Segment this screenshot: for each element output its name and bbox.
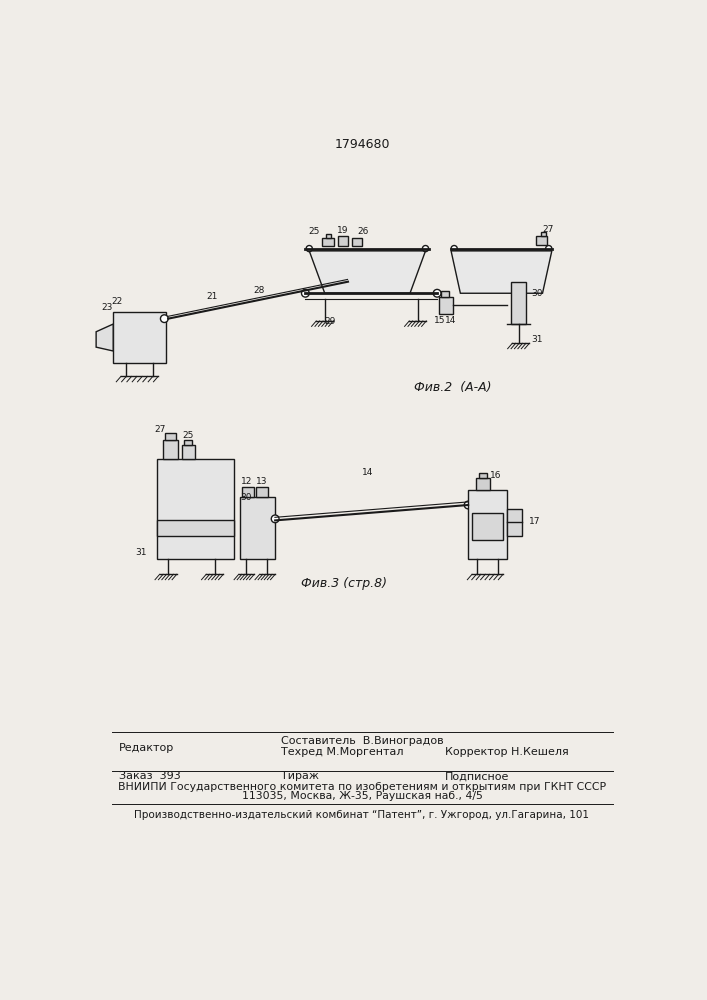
Bar <box>113 312 166 363</box>
Bar <box>240 497 275 559</box>
Text: Тираж: Тираж <box>281 771 319 781</box>
Bar <box>468 490 507 559</box>
Text: 27: 27 <box>155 425 166 434</box>
Text: 113035, Москва, Ж-35, Раушская наб., 4/5: 113035, Москва, Ж-35, Раушская наб., 4/5 <box>242 791 482 801</box>
Text: 25: 25 <box>182 431 194 440</box>
Circle shape <box>546 246 552 252</box>
Bar <box>537 236 547 245</box>
Text: Корректор Н.Кешеля: Корректор Н.Кешеля <box>445 747 568 757</box>
Bar <box>352 238 362 246</box>
Text: Фив.3 (стр.8): Фив.3 (стр.8) <box>301 577 387 590</box>
Circle shape <box>451 246 457 252</box>
Bar <box>476 478 490 490</box>
Text: 14: 14 <box>445 316 457 325</box>
Bar <box>163 440 178 459</box>
Bar <box>472 513 503 540</box>
Bar <box>185 440 192 445</box>
Text: 27: 27 <box>542 225 554 234</box>
Bar <box>479 473 486 478</box>
Bar <box>541 232 546 236</box>
Text: 25: 25 <box>308 227 320 236</box>
Text: Фив.2  (А-А): Фив.2 (А-А) <box>414 381 491 394</box>
Text: 15: 15 <box>433 316 445 325</box>
Circle shape <box>433 289 441 297</box>
Bar <box>156 520 234 536</box>
Text: 13: 13 <box>256 477 268 486</box>
Bar <box>510 282 526 324</box>
Text: Техред М.Моргентал: Техред М.Моргентал <box>281 747 403 757</box>
Text: 26: 26 <box>358 227 369 236</box>
Circle shape <box>306 246 312 252</box>
Bar <box>325 234 331 238</box>
Bar <box>441 291 449 297</box>
Polygon shape <box>96 324 113 351</box>
Text: 30: 30 <box>532 289 543 298</box>
Text: 31: 31 <box>532 335 543 344</box>
Bar <box>156 459 234 559</box>
Polygon shape <box>309 251 426 293</box>
Circle shape <box>301 289 309 297</box>
Text: 21: 21 <box>206 292 218 301</box>
Text: 28: 28 <box>253 286 264 295</box>
Bar <box>256 487 268 497</box>
Bar <box>322 238 334 246</box>
Text: 14: 14 <box>362 468 373 477</box>
Text: Подписное: Подписное <box>445 771 509 781</box>
Circle shape <box>344 278 352 286</box>
Bar <box>165 433 176 440</box>
Text: 23: 23 <box>101 303 112 312</box>
Circle shape <box>271 515 279 523</box>
Bar <box>182 445 194 459</box>
Circle shape <box>160 315 168 323</box>
Polygon shape <box>451 251 552 293</box>
Bar <box>338 235 348 246</box>
Circle shape <box>422 246 428 252</box>
Bar <box>507 509 522 536</box>
Text: Редактор: Редактор <box>119 743 175 753</box>
Text: 31: 31 <box>136 548 147 557</box>
Text: 19: 19 <box>337 226 349 235</box>
Circle shape <box>464 501 472 509</box>
Text: 16: 16 <box>489 471 501 480</box>
Text: Составитель  В.Виноградов: Составитель В.Виноградов <box>281 736 443 746</box>
Text: 30: 30 <box>240 493 252 502</box>
Bar <box>438 297 452 314</box>
Text: 1794680: 1794680 <box>335 138 390 151</box>
Text: 22: 22 <box>112 297 123 306</box>
Text: Заказ  393: Заказ 393 <box>119 771 181 781</box>
Text: ВНИИПИ Государственного комитета по изобретениям и открытиям при ГКНТ СССР: ВНИИПИ Государственного комитета по изоб… <box>118 782 606 792</box>
Text: 29: 29 <box>325 317 336 326</box>
Text: 17: 17 <box>529 517 540 526</box>
Text: Производственно-издательский комбинат “Патент”, г. Ужгород, ул.Гагарина, 101: Производственно-издательский комбинат “П… <box>134 810 590 820</box>
Bar <box>242 487 255 497</box>
Text: 12: 12 <box>241 477 252 486</box>
